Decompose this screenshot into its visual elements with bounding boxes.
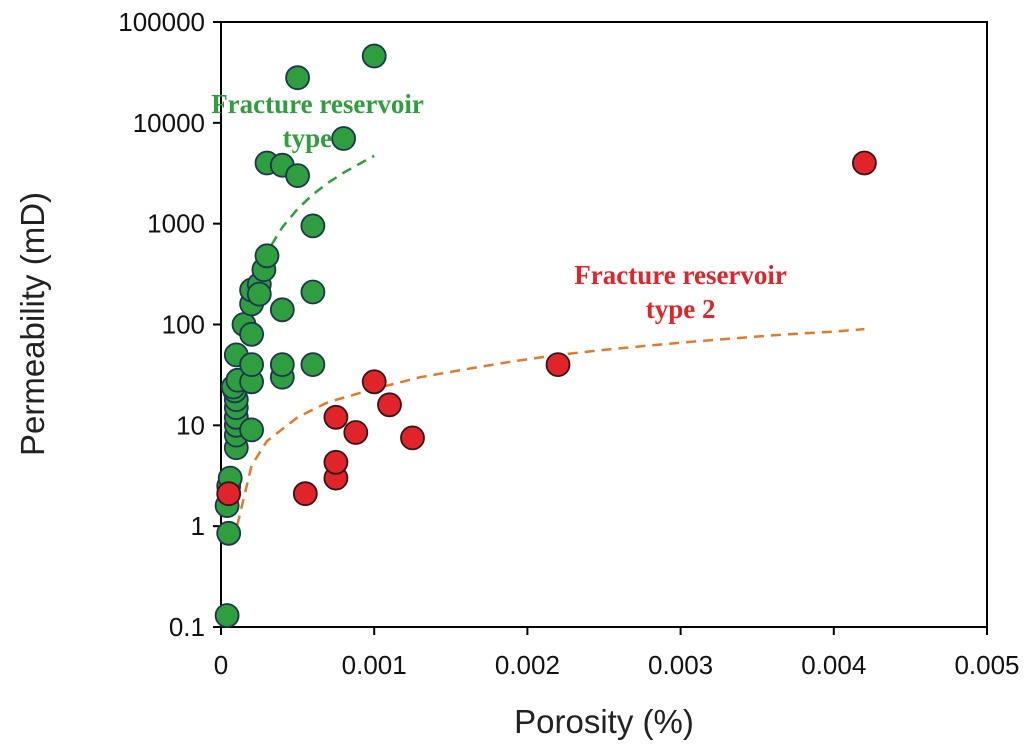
y-tick-label: 1000 (147, 209, 205, 239)
data-point-series-2 (361, 369, 387, 395)
trendline-2 (232, 327, 865, 543)
data-point-series-1 (269, 352, 295, 378)
x-tick-label: 0.003 (648, 650, 713, 680)
data-point-series-2 (323, 404, 349, 430)
data-point-series-1 (246, 281, 272, 307)
annotations: Fracture reservoir type 1 Fracture reservo… (211, 89, 787, 324)
x-axis-ticks: 0 0.001 0.002 0.003 0.004 0.005 (214, 627, 1020, 680)
y-tick-label: 100 (162, 310, 205, 340)
data-point-series-1 (300, 352, 326, 378)
data-point-series-2 (343, 420, 369, 445)
data-point-series-2 (216, 481, 242, 507)
annotation-1-line-2: type 1 (283, 123, 353, 153)
x-tick-label: 0 (214, 650, 228, 680)
plot-area (220, 21, 988, 628)
y-tick-label: 10000 (133, 108, 205, 138)
data-point-series-1 (300, 279, 326, 305)
annotation-2-line-2: type 2 (646, 294, 716, 324)
y-tick-label: 100000 (118, 7, 205, 37)
data-point-series-1 (300, 213, 326, 239)
y-tick-label: 1 (191, 511, 205, 541)
data-point-series-1 (254, 243, 280, 269)
y-axis-ticks: 0.1 1 10 100 1000 10000 100000 (118, 7, 221, 642)
x-tick-label: 0.004 (801, 650, 866, 680)
data-point-series-1 (239, 352, 265, 378)
data-point-series-2 (292, 481, 318, 507)
data-point-series-2 (377, 392, 402, 418)
data-point-series-1 (269, 297, 295, 323)
x-axis-title: Porosity (%) (514, 703, 694, 740)
data-point-series-1 (239, 417, 265, 443)
y-tick-label: 10 (176, 410, 205, 440)
data-point-series-2 (400, 425, 425, 451)
x-tick-label: 0.001 (342, 650, 407, 680)
data-point-series-1 (216, 520, 242, 546)
x-tick-label: 0.005 (954, 650, 1019, 680)
data-point-series-1 (285, 163, 311, 189)
y-tick-label: 0.1 (169, 612, 205, 642)
data-points (214, 43, 877, 628)
x-tick-label: 0.002 (495, 650, 560, 680)
data-point-series-2 (323, 449, 349, 475)
data-point-series-1 (331, 126, 357, 151)
y-axis-title: Permeability (mD) (14, 192, 51, 456)
data-point-series-2 (545, 352, 571, 378)
data-point-series-2 (852, 150, 877, 176)
annotation-2-line-1: Fracture reservoir (574, 260, 787, 290)
data-point-series-1 (361, 43, 387, 69)
data-point-series-1 (214, 603, 240, 628)
data-point-series-1 (239, 321, 265, 347)
data-point-series-1 (285, 65, 311, 91)
annotation-1-line-1: Fracture reservoir (211, 89, 424, 119)
